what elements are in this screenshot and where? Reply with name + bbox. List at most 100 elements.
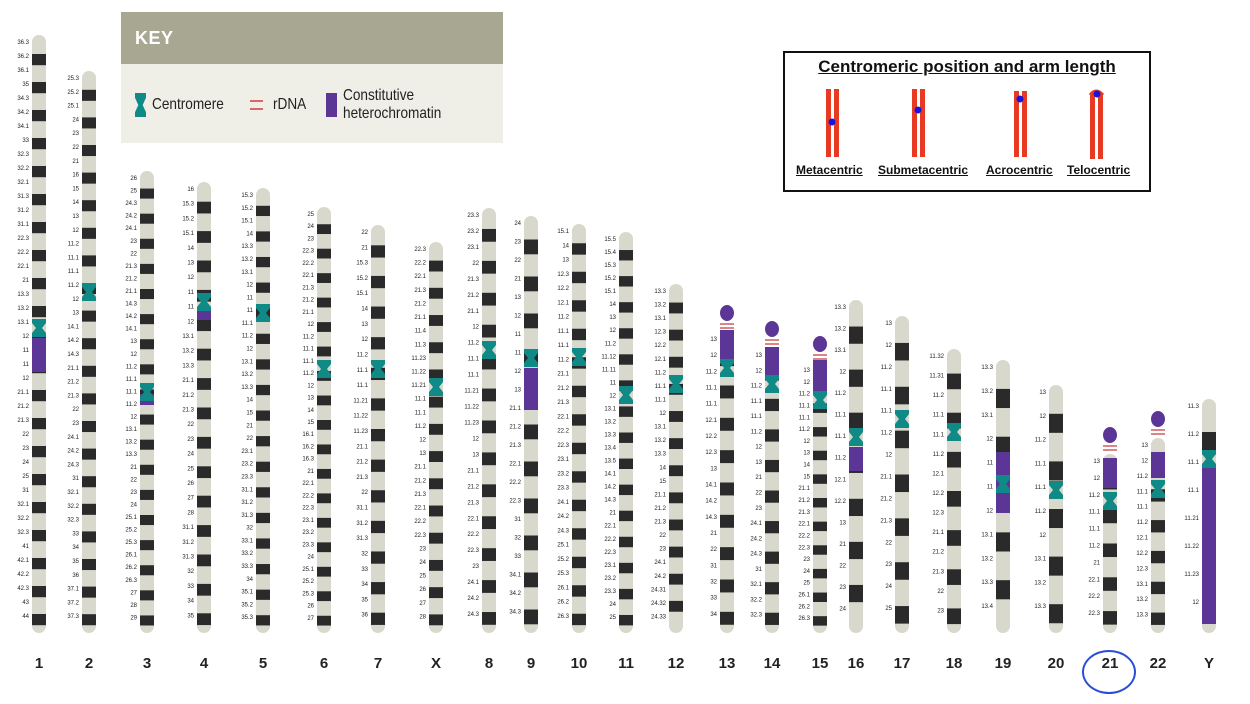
band-label: 24	[72, 117, 79, 123]
band-label: 27	[419, 601, 426, 607]
band-label: 13.2	[981, 556, 993, 562]
band-label: 11.2	[1137, 520, 1149, 526]
band-label: 22	[839, 563, 846, 569]
band-dark	[572, 328, 586, 341]
band-dark	[895, 386, 909, 405]
band-label: 13.2	[182, 349, 194, 355]
band-label: 11.2	[68, 283, 80, 289]
band-label: 24.2	[557, 514, 569, 520]
chromosome-number-9: 9	[526, 655, 536, 672]
chromosome-10: 15.1 14 13 12.3 12.2 12.1 11.2 11.1 11.1 11.2 21.1…	[557, 224, 586, 633]
band-label: 13.3	[125, 452, 137, 458]
centromere	[619, 386, 633, 404]
band-label: 23	[937, 608, 944, 614]
centromeric-position-panel: Centromeric position and arm length Meta…	[783, 51, 1151, 192]
band-label: 22.2	[798, 533, 810, 539]
telocentric-diagram-icon	[1088, 89, 1105, 159]
band-label: 25.3	[67, 76, 79, 82]
band-dark	[1151, 612, 1165, 625]
band-label: 23.3	[557, 486, 569, 492]
band-dark	[317, 566, 331, 577]
band-label: 21.3	[17, 418, 29, 424]
band-label: 36	[72, 573, 79, 579]
band-label: 11.1	[835, 434, 847, 440]
band-label: 13	[514, 295, 521, 301]
chromosome-17: 13 12 11.2 11.1 11.1 11.2 12 21.1 21.2 21.3 22 23 24…	[880, 316, 909, 633]
band-dark	[140, 489, 154, 500]
band-label: 23	[755, 506, 762, 512]
band-dark	[140, 565, 154, 576]
band-dark	[619, 328, 633, 339]
band-label: 34.3	[17, 96, 29, 102]
chromosome-18: 11.32 11.31 11.2 11.1 11.1 11.2 12.1 12.2 12.3 21…	[929, 349, 961, 633]
band-label: 13.3	[834, 305, 846, 311]
band-dark	[482, 324, 496, 338]
band-dark	[429, 478, 443, 490]
acrocentric-diagram-icon	[1014, 91, 1027, 157]
band-label: 11.1	[655, 384, 667, 390]
band-label: 31.2	[241, 500, 253, 506]
band-label: 33	[514, 554, 521, 560]
band-label: 31.1	[356, 506, 368, 512]
band-dark	[32, 614, 46, 626]
band-dark	[317, 395, 331, 406]
band-dark	[256, 564, 270, 575]
chromosome-number-x: X	[430, 655, 442, 672]
band-label: 23.3	[604, 589, 616, 595]
band-label: 21.3	[302, 285, 314, 291]
band-label: 24.2	[125, 214, 137, 220]
band-dark	[813, 474, 827, 484]
band-label: 11.1	[303, 347, 315, 353]
band-label: 11.1	[1035, 485, 1047, 491]
band-label: 22.2	[557, 429, 569, 435]
centromere	[1202, 450, 1216, 468]
band-dark	[32, 446, 46, 458]
chromosome-number-2: 2	[84, 655, 94, 672]
band-dark	[82, 89, 96, 101]
band-dark	[317, 322, 331, 332]
band-dark	[1049, 461, 1063, 481]
band-label: 12	[187, 275, 194, 281]
band-label: 31	[72, 476, 79, 482]
centromere	[947, 423, 961, 441]
band-label: 11.2	[68, 242, 80, 248]
band-label: 11.2	[468, 341, 480, 347]
band-label: 12.2	[654, 343, 666, 349]
band-label: 21	[1093, 560, 1100, 566]
centromere	[429, 378, 443, 396]
satellite-icon	[765, 321, 779, 337]
band-label: 13	[710, 466, 717, 472]
band-dark	[371, 582, 385, 595]
band-label: 12.2	[834, 499, 846, 505]
band-dark	[317, 615, 331, 626]
band-dark	[572, 243, 586, 255]
centromere	[140, 383, 154, 401]
band-label: 12.3	[1136, 566, 1148, 572]
telocentric-label: Telocentric	[1067, 163, 1131, 177]
band-dark	[82, 586, 96, 598]
band-dark	[482, 260, 496, 274]
band-dark	[720, 385, 734, 399]
centromeric-position-title: Centromeric position and arm length	[818, 57, 1116, 76]
chromosome-number-22: 22	[1149, 655, 1167, 672]
band-dark	[140, 414, 154, 425]
chromosome-number-17: 17	[893, 655, 911, 672]
band-dark	[849, 369, 863, 387]
band-dark	[256, 461, 270, 472]
chromosome-number-21: 21	[1101, 655, 1119, 672]
band-label: 32.2	[17, 516, 29, 522]
band-dark	[82, 338, 96, 350]
band-dark	[619, 380, 633, 391]
heterochromatin-block	[524, 368, 538, 410]
band-label: 22.3	[302, 249, 314, 255]
band-dark	[524, 424, 538, 440]
band-label: 12	[472, 325, 479, 331]
centromere	[720, 359, 734, 377]
band-label: 15.1	[241, 219, 253, 225]
band-label: 12	[1039, 414, 1046, 420]
chromosome-19: 13.3 13.2 13.1 12 11 11 12 13.1 13.2 13.3 13.4	[981, 360, 1010, 633]
band-dark	[429, 396, 443, 408]
band-label: 23	[72, 421, 79, 427]
band-dark	[32, 530, 46, 542]
band-label: 11.1	[468, 357, 480, 363]
